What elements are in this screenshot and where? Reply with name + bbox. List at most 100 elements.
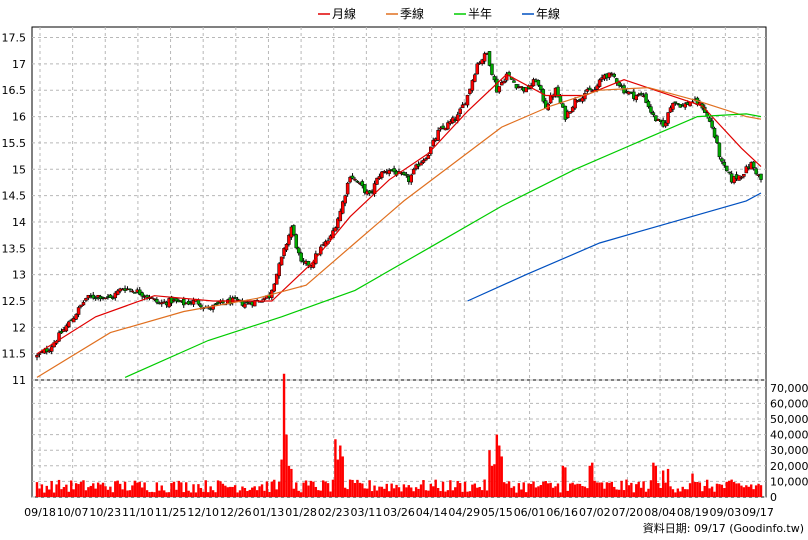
candle-up bbox=[380, 171, 384, 178]
price-y-tick: 16 bbox=[12, 111, 26, 124]
volume-bar bbox=[380, 486, 384, 497]
volume-bar bbox=[153, 492, 156, 497]
volume-bar bbox=[180, 482, 183, 497]
candle-up bbox=[431, 139, 435, 147]
volume-bar bbox=[92, 483, 95, 497]
volume-bar bbox=[346, 489, 349, 497]
volume-bar bbox=[265, 481, 269, 497]
candle-up bbox=[551, 95, 555, 98]
volume-bar bbox=[635, 484, 638, 497]
volume-bar bbox=[150, 491, 154, 497]
volume-bar bbox=[757, 483, 760, 497]
volume-bar bbox=[456, 480, 459, 497]
volume-bar bbox=[104, 486, 107, 497]
volume-bar bbox=[118, 483, 122, 497]
volume-bar bbox=[657, 483, 660, 497]
volume-bar bbox=[370, 491, 374, 497]
candle-up bbox=[480, 59, 484, 65]
volume-bar bbox=[397, 487, 401, 497]
volume-bar bbox=[547, 483, 550, 497]
candle-up bbox=[744, 166, 749, 174]
volume-bar bbox=[510, 487, 513, 497]
candle-up bbox=[419, 162, 423, 166]
candle-down bbox=[561, 103, 565, 108]
volume-bar bbox=[263, 490, 266, 497]
candle-up bbox=[475, 63, 480, 75]
candle-up bbox=[262, 297, 267, 300]
volume-bar bbox=[128, 490, 132, 497]
volume-bar bbox=[490, 465, 494, 497]
candle-up bbox=[71, 318, 76, 323]
volume-bar bbox=[106, 489, 110, 497]
volume-bar bbox=[517, 483, 521, 497]
ma-line-月線 bbox=[36, 73, 762, 355]
candle-up bbox=[568, 111, 572, 114]
volume-bar bbox=[642, 481, 645, 497]
volume-bar bbox=[708, 488, 711, 497]
volume-bar bbox=[385, 483, 388, 497]
volume-bar bbox=[204, 480, 207, 497]
volume-bar bbox=[405, 487, 408, 497]
candle-up bbox=[742, 173, 746, 177]
candle-down bbox=[556, 86, 560, 98]
volume-y-tick: 40,000 bbox=[770, 429, 808, 442]
volume-bar bbox=[214, 492, 217, 497]
candle-up bbox=[499, 82, 504, 86]
volume-bar bbox=[197, 484, 200, 497]
candle-down bbox=[654, 115, 658, 121]
candle-up bbox=[502, 80, 506, 84]
candle-up bbox=[81, 302, 86, 306]
volume-bar bbox=[123, 481, 127, 497]
volume-bar bbox=[361, 483, 364, 497]
candle-down bbox=[536, 80, 541, 86]
volume-bar bbox=[458, 483, 462, 497]
candle-up bbox=[343, 195, 347, 204]
candle-up bbox=[455, 114, 460, 121]
volume-bar bbox=[331, 479, 335, 497]
volume-bar bbox=[551, 487, 555, 497]
volume-bar bbox=[681, 486, 684, 497]
volume-y-tick: 50,000 bbox=[770, 413, 808, 426]
volume-bar bbox=[620, 480, 623, 497]
volume-bar bbox=[304, 480, 308, 497]
volume-bar bbox=[241, 486, 244, 497]
candle-down bbox=[196, 299, 201, 305]
volume-bar bbox=[701, 491, 704, 497]
volume-bar bbox=[177, 480, 181, 497]
candle-up bbox=[159, 302, 164, 305]
candle-up bbox=[414, 164, 418, 170]
volume-bar bbox=[101, 482, 105, 497]
candle-up bbox=[375, 177, 379, 185]
volume-bar bbox=[605, 482, 609, 497]
volume-bar bbox=[60, 489, 63, 497]
volume-bar bbox=[586, 488, 589, 497]
candle-down bbox=[182, 298, 186, 306]
candle-down bbox=[363, 184, 367, 193]
volume-bar bbox=[583, 486, 587, 497]
volume-bar bbox=[723, 488, 726, 497]
candle-down bbox=[644, 93, 648, 103]
candle-up bbox=[348, 176, 352, 183]
volume-bar bbox=[520, 489, 523, 497]
candle-up bbox=[607, 72, 612, 78]
candle-down bbox=[492, 76, 497, 81]
volume-bar bbox=[659, 487, 662, 497]
candle-up bbox=[438, 127, 443, 130]
candle-up bbox=[243, 303, 247, 308]
candle-down bbox=[558, 95, 563, 104]
volume-bar bbox=[669, 486, 672, 497]
volume-bar bbox=[613, 486, 616, 497]
candle-down bbox=[140, 292, 144, 297]
volume-bar bbox=[493, 464, 496, 497]
candle-down bbox=[350, 175, 355, 179]
price-y-tick: 13.5 bbox=[2, 242, 27, 255]
candle-down bbox=[199, 304, 203, 308]
volume-bar bbox=[297, 490, 300, 497]
candle-down bbox=[612, 73, 616, 77]
volume-bar bbox=[366, 488, 369, 497]
candle-down bbox=[133, 292, 137, 294]
volume-bar bbox=[131, 485, 134, 497]
volume-bar bbox=[136, 482, 139, 497]
volume-y-tick: 10,000 bbox=[770, 475, 808, 488]
volume-bar bbox=[571, 482, 574, 497]
